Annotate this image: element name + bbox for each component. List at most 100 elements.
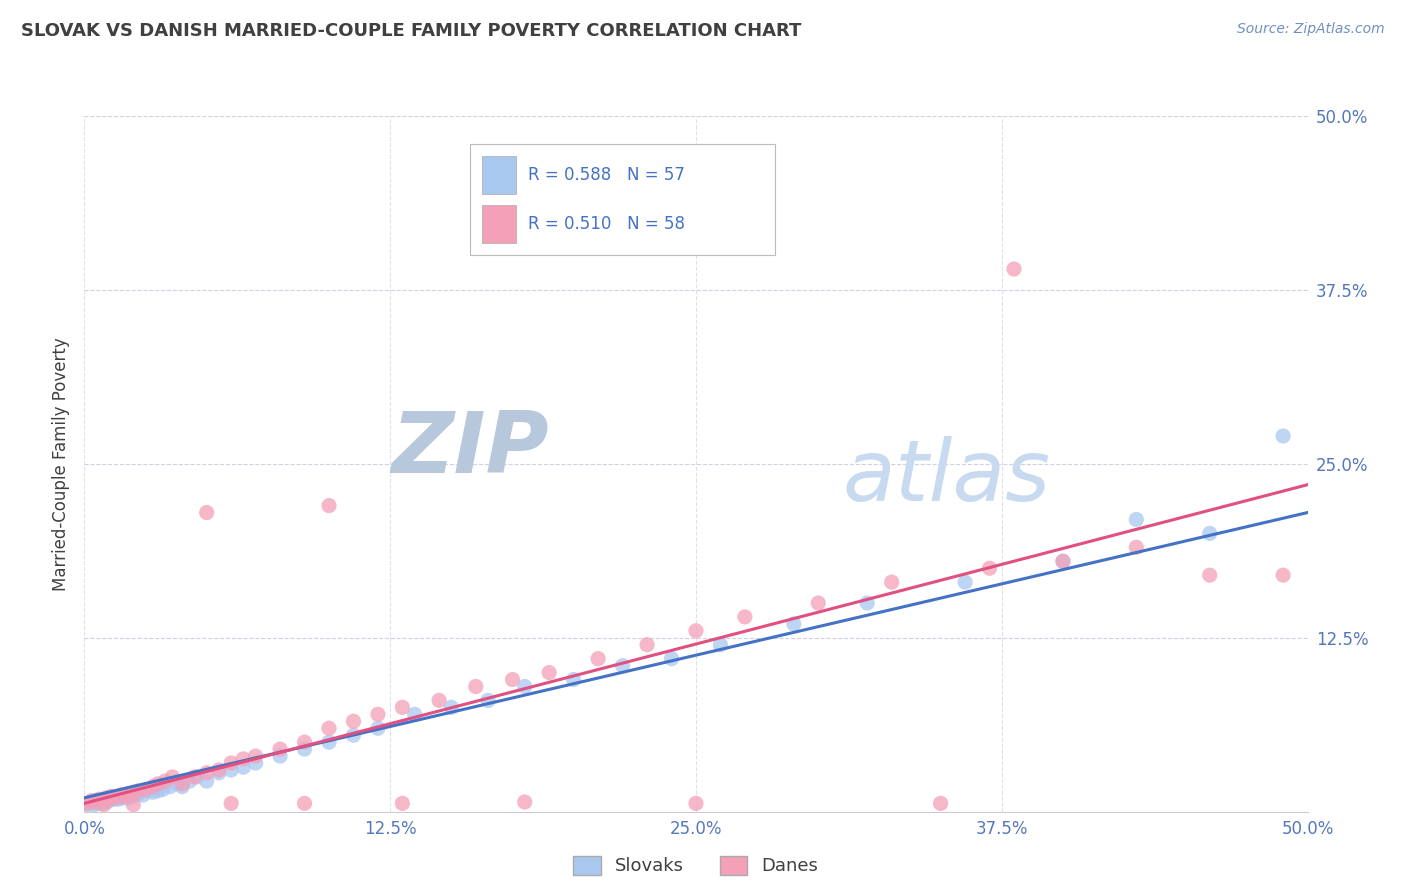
Point xyxy=(232,760,254,774)
Point xyxy=(232,752,254,766)
Point xyxy=(76,797,98,811)
Point xyxy=(245,749,267,764)
Point xyxy=(404,707,426,722)
Legend: Slovaks, Danes: Slovaks, Danes xyxy=(567,849,825,883)
Point xyxy=(183,770,205,784)
Point xyxy=(77,797,100,811)
Point xyxy=(269,742,291,756)
Point xyxy=(117,787,139,801)
Point xyxy=(87,792,110,806)
Point xyxy=(110,790,132,805)
Point xyxy=(142,785,165,799)
Point xyxy=(195,765,218,780)
FancyBboxPatch shape xyxy=(470,144,776,255)
Point xyxy=(110,788,132,802)
Point xyxy=(661,651,683,665)
Point xyxy=(391,700,413,714)
Point xyxy=(132,788,155,802)
Bar xyxy=(482,156,516,194)
Point xyxy=(219,763,242,777)
Point xyxy=(112,789,135,804)
Bar xyxy=(482,205,516,244)
Point xyxy=(105,790,128,805)
Point xyxy=(76,797,98,812)
Point xyxy=(294,797,316,811)
Point xyxy=(195,506,218,520)
Point xyxy=(146,784,169,798)
Point xyxy=(1125,512,1147,526)
Point xyxy=(538,665,561,680)
Point xyxy=(122,797,145,812)
Point xyxy=(562,673,585,687)
Point xyxy=(83,795,105,809)
Point xyxy=(1002,262,1025,277)
Point xyxy=(856,596,879,610)
Point xyxy=(318,499,340,513)
Point xyxy=(146,777,169,791)
Text: Source: ZipAtlas.com: Source: ZipAtlas.com xyxy=(1237,22,1385,37)
Point xyxy=(100,789,122,804)
Point xyxy=(709,638,731,652)
Point xyxy=(115,789,138,804)
Point xyxy=(342,714,364,729)
Text: ZIP: ZIP xyxy=(391,409,550,491)
Point xyxy=(513,680,536,694)
Point xyxy=(367,721,389,735)
Point xyxy=(367,707,389,722)
Point xyxy=(120,788,142,802)
Point xyxy=(107,792,129,806)
Point xyxy=(318,735,340,749)
Point xyxy=(122,789,145,804)
Point xyxy=(586,651,609,665)
Point xyxy=(162,770,184,784)
Point xyxy=(501,673,523,687)
Point xyxy=(294,735,316,749)
Point xyxy=(880,575,903,590)
Point xyxy=(208,765,231,780)
Point xyxy=(294,742,316,756)
Text: R = 0.588   N = 57: R = 0.588 N = 57 xyxy=(529,166,685,184)
Point xyxy=(1272,429,1295,443)
Point xyxy=(93,797,115,812)
Text: atlas: atlas xyxy=(842,436,1050,519)
Point xyxy=(80,795,103,809)
Point xyxy=(1272,568,1295,582)
Point xyxy=(117,790,139,805)
Point xyxy=(734,610,756,624)
Text: SLOVAK VS DANISH MARRIED-COUPLE FAMILY POVERTY CORRELATION CHART: SLOVAK VS DANISH MARRIED-COUPLE FAMILY P… xyxy=(21,22,801,40)
Point xyxy=(135,782,157,797)
Y-axis label: Married-Couple Family Poverty: Married-Couple Family Poverty xyxy=(52,337,70,591)
Point xyxy=(152,782,174,797)
Point xyxy=(440,700,463,714)
Point xyxy=(245,756,267,770)
Point xyxy=(1052,554,1074,568)
Point xyxy=(464,680,486,694)
Point xyxy=(979,561,1001,575)
Point xyxy=(153,774,176,789)
Point xyxy=(1198,568,1220,582)
Point xyxy=(685,797,707,811)
Point xyxy=(513,795,536,809)
Point xyxy=(127,787,149,801)
Point xyxy=(93,794,115,808)
Point xyxy=(783,616,806,631)
Point xyxy=(477,693,499,707)
Point xyxy=(127,784,149,798)
Point xyxy=(122,785,145,799)
Point xyxy=(103,792,125,806)
Point xyxy=(97,792,120,806)
Point xyxy=(172,780,194,794)
Point xyxy=(612,658,634,673)
Point xyxy=(112,790,135,805)
Point xyxy=(219,756,242,770)
Point xyxy=(953,575,976,590)
Point xyxy=(636,638,658,652)
Point xyxy=(105,790,128,805)
Point xyxy=(97,794,120,808)
Point xyxy=(83,797,105,812)
Point xyxy=(100,792,122,806)
Point xyxy=(269,749,291,764)
Point xyxy=(90,794,112,808)
Point xyxy=(179,774,201,789)
Point xyxy=(90,797,112,811)
